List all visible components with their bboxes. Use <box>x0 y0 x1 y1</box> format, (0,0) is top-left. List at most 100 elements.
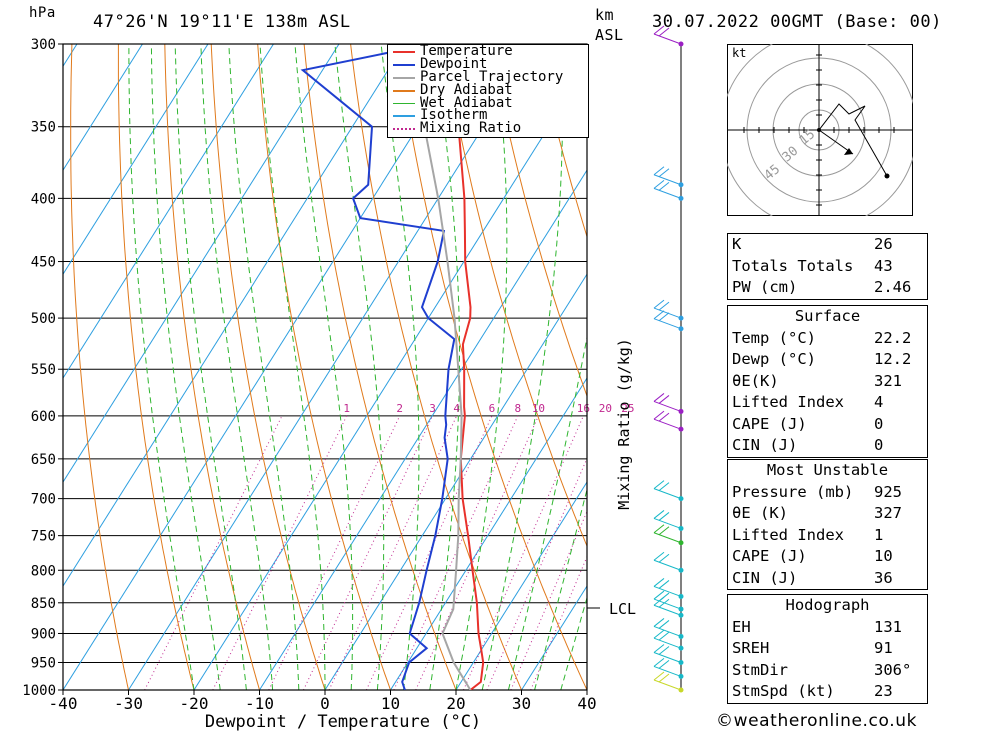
temp-tick-label: 0 <box>320 694 330 713</box>
stat-label: Temp (°C) <box>732 328 816 347</box>
wind-barb-staff <box>653 33 682 45</box>
isotherm-line <box>63 44 209 276</box>
hodograph-params-panel: Hodograph EH 131 SREH 91 StmDir 306° StmSpd (k… <box>727 594 928 704</box>
stat-label: SREH <box>732 639 770 657</box>
stat-row: Temp (°C) 22.2 <box>728 328 927 350</box>
legend-item: Dry Adiabat <box>388 83 588 97</box>
stat-label: Lifted Index <box>732 393 844 411</box>
most-unstable-panel: Most Unstable Pressure (mb) 925 θE (K) 327 L… <box>727 459 928 590</box>
stat-value: 925 <box>874 482 902 501</box>
wind-barb-feather <box>658 168 670 178</box>
surface-panel: Surface Temp (°C) 22.2 Dewp (°C) 12.2 θE(K) 3… <box>727 305 928 458</box>
wind-barb <box>653 299 682 319</box>
legend-label: Parcel Trajectory <box>420 68 564 85</box>
wind-barb-staff <box>653 517 682 529</box>
stat-row: Dewp (°C) 12.2 <box>728 349 927 371</box>
wind-barb <box>653 510 682 529</box>
stat-value: 306° <box>874 660 912 679</box>
wind-barb-staff <box>653 532 682 544</box>
wind-barb-feather <box>653 410 665 420</box>
lcl-label: LCL <box>609 600 636 618</box>
mixing-ratio-tick-label: 6 <box>489 402 496 415</box>
legend-item: Temperature <box>388 44 588 58</box>
stat-row: θE (K) 327 <box>728 503 927 525</box>
mixing-ratio-axis-label: Mixing Ratio (g/kg) <box>615 338 633 510</box>
legend: Temperature Dewpoint Parcel Trajectory Dry … <box>387 44 589 138</box>
stat-value: 22.2 <box>874 328 912 347</box>
stat-value: 43 <box>874 256 893 275</box>
dry-adiabat-line <box>70 44 129 690</box>
wind-barb <box>653 618 682 637</box>
stat-row: Pressure (mb) 925 <box>728 482 927 504</box>
stat-value: 12.2 <box>874 350 912 368</box>
pressure-tick-label: 950 <box>31 655 56 671</box>
dry-adiabat-line <box>303 44 457 690</box>
legend-swatch <box>393 51 415 53</box>
stat-row: Totals Totals 43 <box>728 256 927 278</box>
wind-barb-feather <box>658 27 670 37</box>
x-axis-label: Dewpoint / Temperature (°C) <box>205 712 481 732</box>
pressure-tick-label: 700 <box>31 492 56 508</box>
stat-value: 4 <box>874 393 884 411</box>
wind-barb-staff <box>653 652 682 663</box>
wind-barb <box>653 658 682 677</box>
wet-adiabat-line <box>380 44 420 690</box>
stat-label: CIN (J) <box>732 568 798 587</box>
mixing-ratio-tick-label: 16 <box>577 402 590 415</box>
mixing-ratio-tick-label: 25 <box>621 402 634 415</box>
legend-item: Wet Adiabat <box>388 94 588 111</box>
stat-value: 321 <box>874 371 902 390</box>
background-lines <box>63 44 587 690</box>
pressure-tick-label: 800 <box>31 563 56 579</box>
pressure-tick-label: 400 <box>31 191 56 207</box>
mixing-ratio-tick-label: 3 <box>429 402 436 415</box>
wind-barb-feather <box>653 658 665 667</box>
stat-label: K <box>732 235 742 253</box>
stat-label: StmDir <box>732 660 788 679</box>
wind-barb-staff <box>653 637 682 649</box>
copyright-link[interactable]: ©weatheronline.co.uk <box>716 711 918 731</box>
legend-swatch <box>393 89 415 92</box>
wet-adiabat-line <box>534 487 587 690</box>
wet-adiabat-line <box>334 44 385 690</box>
stat-row: K 26 <box>728 234 927 256</box>
pressure-tick-label: 450 <box>31 255 56 271</box>
wet-adiabat-line <box>481 44 564 690</box>
stat-row: PW (cm) 2.46 <box>728 277 927 299</box>
wind-barbs <box>653 25 684 693</box>
legend-label: Wet Adiabat <box>420 94 513 111</box>
wet-adiabat-line <box>200 44 274 690</box>
surface-title: Surface <box>794 307 861 325</box>
stat-value: 131 <box>874 617 902 636</box>
dry-adiabat-line <box>535 44 587 239</box>
wind-barb-feather <box>658 660 670 669</box>
temp-tick-label: -20 <box>180 694 209 713</box>
mixing-ratio-tick-label: 8 <box>515 402 522 415</box>
wind-barb-staff <box>653 559 682 571</box>
pressure-tick-label: 850 <box>31 596 56 612</box>
stat-value: 0 <box>874 436 884 454</box>
wind-barb-staff <box>653 187 682 199</box>
mixing-ratio-line <box>212 415 348 690</box>
stat-value: 91 <box>874 639 893 657</box>
dry-adiabat-line <box>489 44 587 398</box>
wind-barb-feather <box>653 299 665 309</box>
hodograph-unit-label: kt <box>732 46 746 60</box>
wet-adiabat-line <box>128 44 195 690</box>
hodograph-params-title: Hodograph <box>785 596 870 614</box>
wind-barb-feather <box>658 526 670 536</box>
stat-row: Lifted Index 4 <box>728 392 927 414</box>
stat-value: 36 <box>874 568 893 587</box>
wind-barb <box>653 179 682 199</box>
wind-barb-feather <box>653 524 665 534</box>
isotherm-line <box>63 44 143 172</box>
wind-barb-feather <box>658 312 670 322</box>
stat-label: Totals Totals <box>732 256 854 275</box>
legend-swatch <box>393 128 415 131</box>
wind-barb <box>653 480 682 500</box>
wind-barb-feather <box>653 551 665 561</box>
wind-barb-staff <box>653 400 682 412</box>
temp-tick-label: -40 <box>49 694 78 713</box>
stat-label: Pressure (mb) <box>732 482 854 501</box>
